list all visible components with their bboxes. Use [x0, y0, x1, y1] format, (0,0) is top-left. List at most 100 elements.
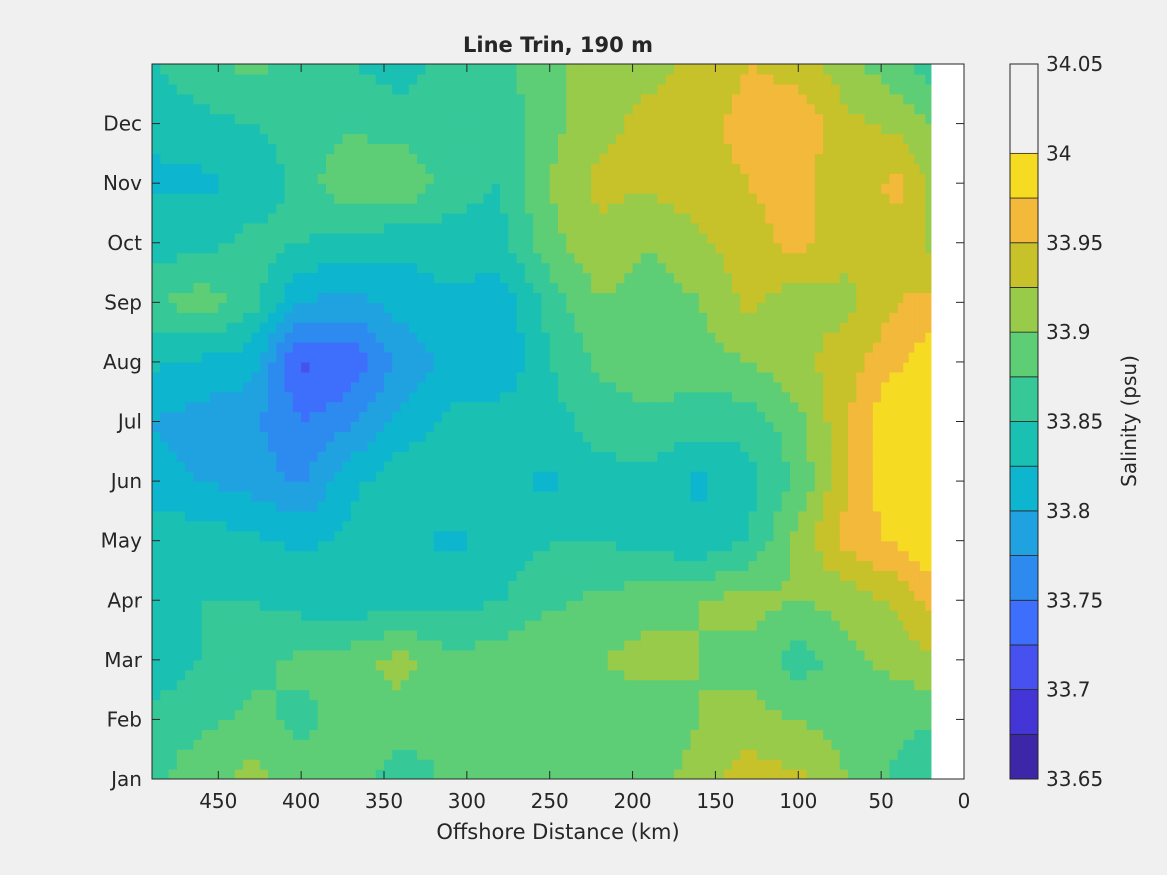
contour-cell: [400, 351, 410, 363]
contour-cell: [640, 500, 650, 512]
contour-cell: [903, 481, 910, 492]
contour-cell: [417, 272, 427, 284]
contour-cell: [856, 679, 866, 691]
contour-cell: [359, 709, 369, 721]
contour-cell: [607, 361, 617, 373]
contour-cell: [524, 431, 534, 442]
contour-cell: [698, 659, 708, 671]
contour-cell: [665, 361, 675, 373]
contour-cell: [342, 600, 352, 611]
contour-cell: [872, 302, 882, 313]
contour-cell: [856, 570, 866, 581]
contour-cell: [574, 491, 584, 502]
contour-cell: [152, 282, 161, 293]
contour-cell: [442, 461, 451, 472]
contour-cell: [268, 371, 277, 383]
contour-cell: [268, 649, 277, 661]
contour-cell: [632, 391, 642, 403]
contour-cell: [292, 431, 302, 442]
contour-cell: [607, 451, 617, 462]
contour-cell: [193, 520, 203, 532]
contour-cell: [682, 351, 692, 363]
contour-cell: [417, 709, 427, 721]
contour-cell: [284, 530, 294, 542]
contour-cell: [301, 620, 311, 631]
contour-cell: [582, 739, 592, 750]
contour-cell: [193, 500, 203, 512]
contour-cell: [160, 242, 170, 254]
contour-cell: [823, 709, 833, 721]
contour-cell: [417, 242, 427, 254]
contour-cell: [856, 630, 866, 641]
contour-cell: [823, 639, 833, 651]
contour-cell: [574, 500, 584, 512]
contour-cell: [707, 639, 717, 651]
contour-cell: [790, 491, 799, 502]
contour-cell: [408, 580, 418, 591]
contour-cell: [417, 649, 427, 661]
contour-cell: [500, 600, 509, 611]
contour-cell: [226, 312, 236, 323]
contour-cell: [218, 471, 228, 482]
contour-cell: [326, 729, 335, 740]
contour-cell: [723, 342, 733, 353]
contour-cell: [176, 520, 186, 532]
contour-cell: [640, 649, 650, 661]
contour-cell: [301, 560, 311, 572]
contour-cell: [566, 252, 576, 264]
contour-cell: [914, 481, 921, 492]
contour-cell: [823, 421, 833, 433]
contour-cell: [814, 421, 824, 433]
contour-cell: [925, 729, 932, 740]
contour-cell: [574, 371, 584, 383]
contour-cell: [491, 580, 501, 591]
contour-cell: [168, 719, 178, 730]
contour-cell: [591, 471, 601, 482]
contour-cell: [152, 610, 161, 621]
contour-cell: [790, 500, 799, 512]
contour-cell: [533, 411, 543, 423]
contour-cell: [392, 570, 402, 581]
contour-cell: [466, 421, 476, 433]
contour-cell: [359, 471, 369, 482]
contour-cell: [632, 669, 642, 681]
contour-cell: [831, 411, 841, 423]
contour-cell: [698, 332, 708, 343]
contour-cell: [276, 699, 286, 711]
contour-cell: [408, 242, 418, 254]
contour-cell: [326, 699, 335, 711]
contour-cell: [541, 620, 551, 631]
contour-cell: [168, 570, 178, 581]
contour-cell: [607, 471, 617, 482]
contour-cell: [616, 689, 625, 701]
contour-cell: [549, 610, 559, 621]
contour-cell: [806, 411, 816, 423]
contour-cell: [864, 381, 874, 393]
contour-cell: [168, 620, 178, 631]
contour-cell: [872, 719, 882, 730]
contour-cell: [806, 312, 816, 323]
contour-cell: [309, 520, 319, 532]
contour-cell: [450, 649, 460, 661]
contour-cell: [400, 510, 410, 522]
contour-cell: [384, 669, 393, 681]
contour-cell: [756, 520, 766, 532]
contour-cell: [516, 431, 526, 442]
contour-cell: [400, 391, 410, 403]
contour-cell: [657, 639, 667, 651]
contour-cell: [193, 689, 203, 701]
contour-cell: [309, 689, 319, 701]
contour-cell: [649, 590, 659, 601]
contour-cell: [881, 491, 891, 502]
contour-cell: [574, 759, 584, 770]
contour-cell: [607, 332, 617, 343]
contour-cell: [698, 342, 708, 353]
contour-cell: [864, 639, 874, 651]
contour-cell: [392, 401, 402, 413]
contour-cell: [781, 550, 791, 562]
contour-cell: [491, 560, 501, 572]
contour-cell: [508, 610, 518, 621]
contour-cell: [466, 491, 476, 502]
contour-cell: [408, 322, 418, 333]
contour-cell: [665, 312, 675, 323]
